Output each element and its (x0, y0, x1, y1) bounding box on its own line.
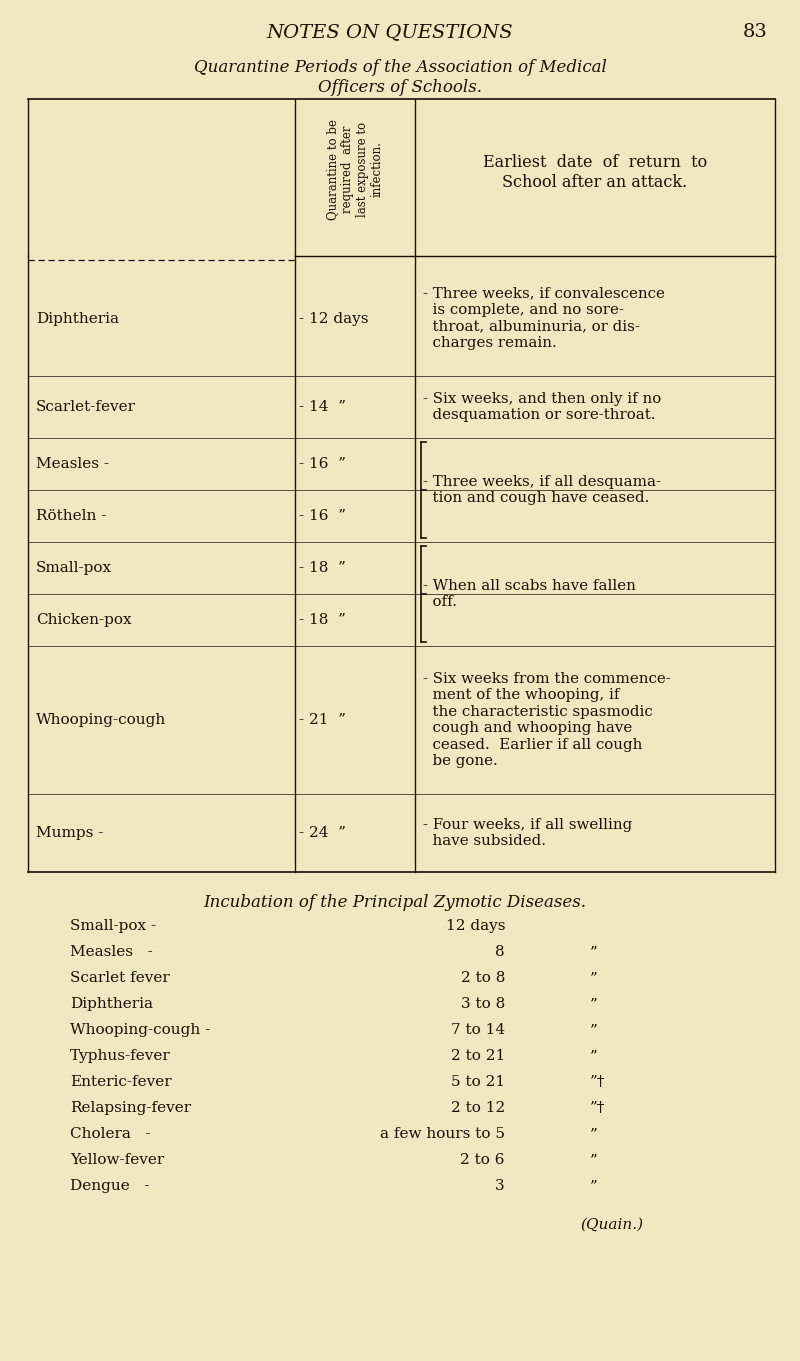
Text: Whooping-cough -: Whooping-cough - (70, 1023, 210, 1037)
Text: - 21  ”: - 21 ” (299, 713, 346, 727)
Text: ”: ” (590, 945, 598, 960)
Text: ”: ” (590, 1127, 598, 1141)
Text: - Three weeks, if convalescence: - Three weeks, if convalescence (423, 287, 665, 301)
Text: Cholera   -: Cholera - (70, 1127, 150, 1141)
Text: - 18  ”: - 18 ” (299, 612, 346, 627)
Text: 8: 8 (495, 945, 505, 960)
Text: 7 to 14: 7 to 14 (451, 1023, 505, 1037)
Text: ”: ” (590, 970, 598, 985)
Text: Enteric-fever: Enteric-fever (70, 1075, 172, 1089)
Text: Measles   -: Measles - (70, 945, 153, 960)
Text: 3: 3 (495, 1179, 505, 1194)
Text: tion and cough have ceased.: tion and cough have ceased. (423, 491, 650, 505)
Text: 5 to 21: 5 to 21 (451, 1075, 505, 1089)
Text: Rötheln -: Rötheln - (36, 509, 106, 523)
Text: Officers of Schools.: Officers of Schools. (318, 79, 482, 97)
Text: Quarantine to be
required  after
last exposure to
infection.: Quarantine to be required after last exp… (326, 118, 384, 220)
Text: charges remain.: charges remain. (423, 336, 557, 350)
Text: ”: ” (590, 1153, 598, 1166)
Text: be gone.: be gone. (423, 754, 498, 768)
Text: throat, albuminuria, or dis-: throat, albuminuria, or dis- (423, 320, 640, 333)
Text: Whooping-cough: Whooping-cough (36, 713, 166, 727)
Text: - 16  ”: - 16 ” (299, 509, 346, 523)
Text: (Quain.): (Quain.) (580, 1218, 643, 1232)
Text: Dengue   -: Dengue - (70, 1179, 150, 1194)
Text: - Six weeks, and then only if no: - Six weeks, and then only if no (423, 392, 662, 406)
Text: cough and whooping have: cough and whooping have (423, 721, 632, 735)
Text: - 16  ”: - 16 ” (299, 457, 346, 471)
Text: Small-pox: Small-pox (36, 561, 112, 574)
Text: Incubation of the Principal Zymotic Diseases.: Incubation of the Principal Zymotic Dise… (203, 894, 586, 911)
Text: Earliest  date  of  return  to
School after an attack.: Earliest date of return to School after … (483, 154, 707, 191)
Text: 2 to 6: 2 to 6 (461, 1153, 505, 1166)
Text: Relapsing-fever: Relapsing-fever (70, 1101, 191, 1115)
Text: 3 to 8: 3 to 8 (461, 998, 505, 1011)
Text: - 14  ”: - 14 ” (299, 400, 346, 414)
Text: - 18  ”: - 18 ” (299, 561, 346, 574)
Text: Mumps -: Mumps - (36, 826, 103, 840)
Text: ment of the whooping, if: ment of the whooping, if (423, 689, 619, 702)
Text: 2 to 8: 2 to 8 (461, 970, 505, 985)
Text: desquamation or sore-throat.: desquamation or sore-throat. (423, 408, 655, 422)
Text: Scarlet fever: Scarlet fever (70, 970, 170, 985)
Text: Chicken-pox: Chicken-pox (36, 612, 132, 627)
Text: - Three weeks, if all desquama-: - Three weeks, if all desquama- (423, 475, 661, 489)
Text: ceased.  Earlier if all cough: ceased. Earlier if all cough (423, 738, 642, 751)
Text: Scarlet-fever: Scarlet-fever (36, 400, 136, 414)
Text: ”: ” (590, 998, 598, 1011)
Text: Small-pox -: Small-pox - (70, 919, 156, 934)
Text: - Six weeks from the commence-: - Six weeks from the commence- (423, 672, 670, 686)
Text: ”: ” (590, 1049, 598, 1063)
Text: Quarantine Periods of the Association of Medical: Quarantine Periods of the Association of… (194, 59, 606, 76)
Text: - 24  ”: - 24 ” (299, 826, 346, 840)
Text: - Four weeks, if all swelling: - Four weeks, if all swelling (423, 818, 632, 832)
Text: Typhus-fever: Typhus-fever (70, 1049, 170, 1063)
Text: ”: ” (590, 1023, 598, 1037)
Text: Measles -: Measles - (36, 457, 109, 471)
Text: is complete, and no sore-: is complete, and no sore- (423, 304, 624, 317)
Text: Yellow-fever: Yellow-fever (70, 1153, 164, 1166)
Text: ”†: ”† (590, 1101, 606, 1115)
Text: a few hours to 5: a few hours to 5 (380, 1127, 505, 1141)
Text: Diphtheria: Diphtheria (36, 312, 119, 325)
Text: have subsided.: have subsided. (423, 834, 546, 848)
Text: 12 days: 12 days (446, 919, 505, 934)
Text: the characteristic spasmodic: the characteristic spasmodic (423, 705, 653, 719)
Text: - When all scabs have fallen: - When all scabs have fallen (423, 578, 636, 593)
Text: 83: 83 (742, 23, 767, 41)
Text: 2 to 12: 2 to 12 (450, 1101, 505, 1115)
Text: ”: ” (590, 1179, 598, 1194)
Text: Diphtheria: Diphtheria (70, 998, 153, 1011)
Text: - 12 days: - 12 days (299, 312, 369, 325)
Text: off.: off. (423, 595, 457, 610)
Text: 2 to 21: 2 to 21 (450, 1049, 505, 1063)
Text: NOTES ON QUESTIONS: NOTES ON QUESTIONS (266, 23, 514, 41)
Text: ”†: ”† (590, 1075, 606, 1089)
